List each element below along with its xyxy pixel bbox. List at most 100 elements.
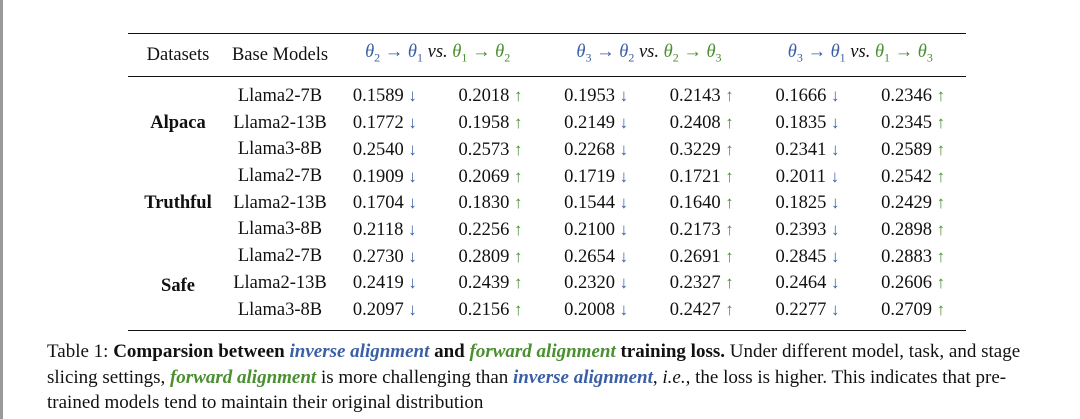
caption-label: Table 1: bbox=[47, 341, 114, 362]
base-model-name: Llama2-7B bbox=[237, 166, 323, 186]
forward-loss-value: 0.2427 ↑ bbox=[669, 300, 734, 321]
table-row: Alpaca Llama2-7B 0.1589 ↓ 0.2018 ↑ 0.1953 ↓ 0… bbox=[128, 77, 966, 133]
inverse-loss-value: 0.2097 ↓ bbox=[352, 300, 417, 321]
forward-loss-value: 0.2691 ↑ bbox=[669, 246, 734, 267]
base-model-name: Llama3-8B bbox=[237, 139, 323, 160]
inverse-loss-value: 0.2540 ↓ bbox=[352, 139, 417, 160]
down-arrow-icon: ↓ bbox=[619, 139, 629, 159]
up-arrow-icon: ↑ bbox=[725, 139, 734, 159]
down-arrow-icon: ↓ bbox=[830, 300, 840, 320]
forward-loss-value: 0.2429 ↑ bbox=[881, 193, 946, 214]
down-arrow-icon: ↓ bbox=[408, 113, 417, 133]
up-arrow-icon: ↑ bbox=[725, 219, 734, 239]
up-arrow-icon: ↑ bbox=[936, 273, 946, 293]
inverse-loss-value: 0.1909 ↓ bbox=[352, 166, 417, 187]
up-arrow-icon: ↑ bbox=[513, 166, 523, 186]
inverse-loss-value: 0.1589 ↓ bbox=[352, 86, 417, 107]
forward-loss-value: 0.2346 ↑ bbox=[881, 86, 946, 107]
table-row: Truthful Llama2-7B 0.1909 ↓ 0.2069 ↑ 0.1719 … bbox=[128, 164, 966, 213]
up-arrow-icon: ↑ bbox=[513, 300, 523, 320]
down-arrow-icon: ↓ bbox=[619, 166, 629, 186]
caption-bold-3: training loss. bbox=[615, 341, 726, 362]
up-arrow-icon: ↑ bbox=[725, 300, 734, 320]
inverse-loss-value: 0.2464 ↓ bbox=[775, 273, 840, 294]
forward-loss-value: 0.3229 ↑ bbox=[669, 139, 734, 160]
header-inverse-2: θ3 → θ2 bbox=[576, 42, 635, 65]
header-forward-3: θ1 → θ3 bbox=[874, 42, 933, 65]
caption-text-4: the loss is higher. This indicates that … bbox=[47, 366, 1007, 414]
forward-loss-value: 0.2883 ↑ bbox=[881, 246, 946, 267]
down-arrow-icon: ↓ bbox=[830, 166, 840, 186]
forward-loss-value: 0.2069 ↑ bbox=[458, 166, 523, 187]
inverse-loss-value: 0.2393 ↓ bbox=[775, 219, 840, 240]
up-arrow-icon: ↑ bbox=[725, 246, 734, 266]
down-arrow-icon: ↓ bbox=[408, 86, 417, 106]
results-table-wrap: Datasets Base Models θ2 → θ1 vs. θ1 → θ2… bbox=[128, 33, 966, 331]
table-row: Llama3-8B 0.2540 ↓ 0.2573 ↑ 0.2268 ↓ 0.3229 … bbox=[128, 137, 966, 164]
header-forward-1: θ1 → θ2 bbox=[452, 42, 511, 65]
down-arrow-icon: ↓ bbox=[830, 86, 840, 106]
down-arrow-icon: ↓ bbox=[619, 193, 629, 213]
up-arrow-icon: ↑ bbox=[936, 300, 946, 320]
down-arrow-icon: ↓ bbox=[408, 273, 417, 293]
forward-loss-value: 0.2809 ↑ bbox=[458, 246, 523, 267]
forward-loss-value: 0.2018 ↑ bbox=[458, 86, 523, 107]
header-base-models: Base Models bbox=[231, 44, 329, 65]
inverse-loss-value: 0.2341 ↓ bbox=[775, 139, 840, 160]
forward-loss-value: 0.1958 ↑ bbox=[458, 113, 523, 134]
up-arrow-icon: ↑ bbox=[513, 86, 523, 106]
down-arrow-icon: ↓ bbox=[830, 193, 840, 213]
caption-forward-term-2: forward alignment bbox=[169, 366, 317, 388]
page-left-edge bbox=[0, 0, 3, 419]
up-arrow-icon: ↑ bbox=[936, 86, 946, 106]
base-model-name: Llama3-8B bbox=[237, 219, 323, 240]
inverse-loss-value: 0.1835 ↓ bbox=[775, 113, 840, 134]
forward-loss-value: 0.2606 ↑ bbox=[881, 273, 946, 294]
base-model-name: Llama2-7B bbox=[237, 85, 323, 106]
forward-loss-value: 0.2327 ↑ bbox=[669, 273, 734, 294]
base-model-name: Llama2-7B bbox=[237, 246, 323, 267]
dataset-name: Safe bbox=[161, 275, 195, 296]
down-arrow-icon: ↓ bbox=[830, 139, 840, 159]
header-vs-1: vs. bbox=[423, 42, 453, 62]
down-arrow-icon: ↓ bbox=[619, 246, 629, 266]
down-arrow-icon: ↓ bbox=[408, 300, 417, 320]
down-arrow-icon: ↓ bbox=[619, 113, 629, 133]
forward-loss-value: 0.2589 ↑ bbox=[881, 139, 946, 160]
header-inverse-3: θ3 → θ1 bbox=[787, 42, 846, 65]
inverse-loss-value: 0.2845 ↓ bbox=[775, 246, 840, 267]
inverse-loss-value: 0.2008 ↓ bbox=[564, 300, 629, 321]
inverse-loss-value: 0.1544 ↓ bbox=[564, 193, 629, 214]
up-arrow-icon: ↑ bbox=[513, 219, 523, 239]
table-body: Alpaca Llama2-7B 0.1589 ↓ 0.2018 ↑ 0.1953 ↓ 0… bbox=[128, 77, 966, 331]
forward-loss-value: 0.1721 ↑ bbox=[669, 166, 734, 187]
forward-loss-value: 0.2408 ↑ bbox=[669, 113, 734, 134]
up-arrow-icon: ↑ bbox=[513, 193, 523, 213]
inverse-loss-value: 0.2730 ↓ bbox=[352, 246, 417, 267]
up-arrow-icon: ↑ bbox=[725, 113, 734, 133]
caption-forward-term: forward alignment bbox=[469, 341, 616, 362]
up-arrow-icon: ↑ bbox=[936, 246, 946, 266]
up-arrow-icon: ↑ bbox=[936, 193, 946, 213]
up-arrow-icon: ↑ bbox=[725, 86, 734, 106]
header-forward-2: θ2 → θ3 bbox=[663, 42, 722, 65]
header-vs-3: vs. bbox=[845, 42, 875, 62]
caption-text-3: , bbox=[652, 366, 663, 388]
table-caption: Table 1: Comparsion between inverse alig… bbox=[47, 339, 1052, 416]
down-arrow-icon: ↓ bbox=[408, 246, 417, 266]
header-group-3: θ3 → θ1 vs. θ1 → θ3 bbox=[755, 34, 966, 77]
up-arrow-icon: ↑ bbox=[725, 193, 734, 213]
inverse-loss-value: 0.2100 ↓ bbox=[564, 219, 629, 240]
header-datasets: Datasets bbox=[146, 44, 210, 65]
inverse-loss-value: 0.2419 ↓ bbox=[352, 273, 417, 294]
header-group-1: θ2 → θ1 vs. θ1 → θ2 bbox=[332, 34, 543, 77]
inverse-loss-value: 0.1719 ↓ bbox=[564, 166, 629, 187]
forward-loss-value: 0.1830 ↑ bbox=[458, 193, 523, 214]
inverse-loss-value: 0.2268 ↓ bbox=[564, 139, 629, 160]
up-arrow-icon: ↑ bbox=[725, 273, 734, 293]
forward-loss-value: 0.1640 ↑ bbox=[669, 193, 734, 214]
forward-loss-value: 0.2542 ↑ bbox=[881, 166, 946, 187]
caption-inverse-term: inverse alignment bbox=[289, 341, 430, 362]
table-row: Llama2-13B 0.2419 ↓ 0.2439 ↑ 0.2320 ↓ 0.2327… bbox=[128, 270, 966, 297]
caption-bold-2: and bbox=[429, 341, 470, 362]
